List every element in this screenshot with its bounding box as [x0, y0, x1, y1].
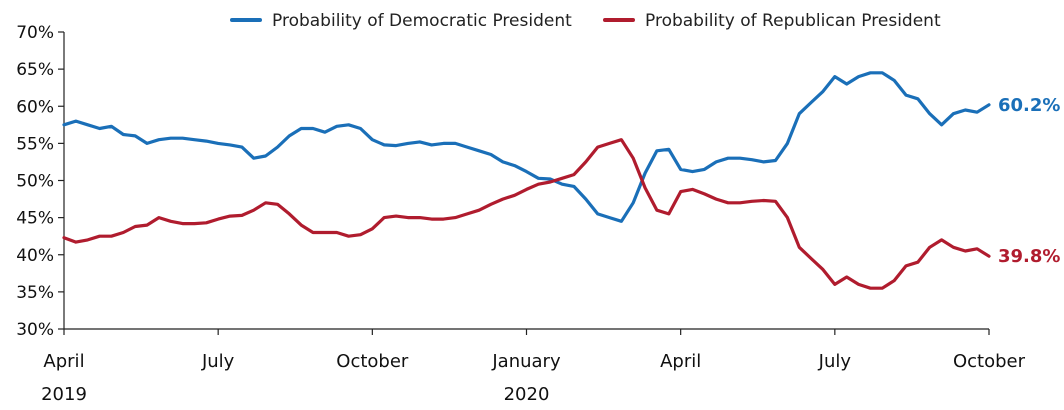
y-tick-label: 65% — [16, 60, 54, 80]
x-tick-label: October — [336, 351, 409, 372]
x-tick-label: April — [43, 351, 84, 372]
end-labels: 60.2% 39.8% — [998, 95, 1060, 267]
x-tick-label: July — [818, 351, 852, 372]
x-tick-label: January — [491, 351, 561, 372]
y-axis: 30% 35% 40% 45% 50% 55% 60% 65% 70% — [16, 23, 65, 340]
y-tick-label: 60% — [16, 97, 54, 117]
y-tick-label: 45% — [16, 209, 54, 229]
x-tick-year-label: 2019 — [41, 384, 87, 405]
y-tick-label: 50% — [16, 172, 54, 192]
democratic-end-label: 60.2% — [998, 95, 1060, 116]
legend-label-democratic: Probability of Democratic President — [272, 11, 572, 31]
y-tick-label: 70% — [16, 23, 54, 43]
y-tick-label: 40% — [16, 246, 54, 266]
y-tick-label: 35% — [16, 283, 54, 303]
republican-series-line — [62, 138, 991, 290]
x-tick-label: April — [660, 351, 701, 372]
y-tick-label: 55% — [16, 134, 54, 154]
x-tick-label: October — [953, 351, 1026, 372]
x-axis: April 2019 July October January 2020 April July… — [41, 328, 1026, 405]
legend: Probability of Democratic President Proba… — [230, 11, 941, 31]
x-tick-label: July — [201, 351, 235, 372]
y-tick-label: 30% — [16, 320, 54, 340]
legend-label-republican: Probability of Republican President — [645, 11, 941, 31]
series-layer — [62, 71, 991, 290]
x-tick-year-label: 2020 — [504, 384, 550, 405]
republican-end-label: 39.8% — [998, 246, 1060, 267]
democratic-series-line — [62, 71, 991, 223]
